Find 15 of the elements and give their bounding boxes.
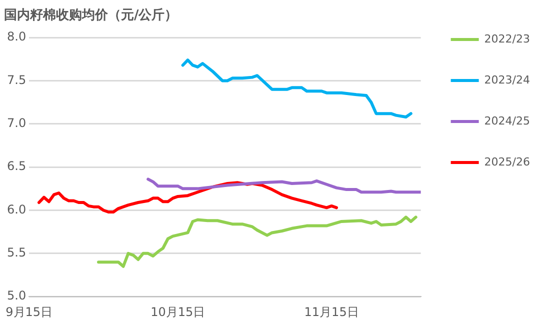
y-tick-label: 8.0 [6,30,26,44]
y-tick-label: 7.0 [6,116,26,130]
y-tick-label: 5.0 [6,288,26,303]
chart-title: 国内籽棉收购均价（元/公斤） [4,7,178,24]
y-tick-label: 7.5 [6,72,26,87]
legend-label: 2024/25 [484,114,530,128]
x-tick-label: 11月15日 [304,304,359,319]
y-tick-label: 5.5 [6,246,26,260]
y-tick-label: 6.0 [6,202,26,216]
legend-label: 2023/24 [484,73,530,86]
legend-label: 2025/26 [484,155,530,168]
legend-label: 2022/23 [484,32,530,46]
x-tick-label: 9月15日 [6,304,53,319]
x-tick-label: 10月15日 [150,304,206,319]
y-tick-label: 6.5 [6,159,26,174]
